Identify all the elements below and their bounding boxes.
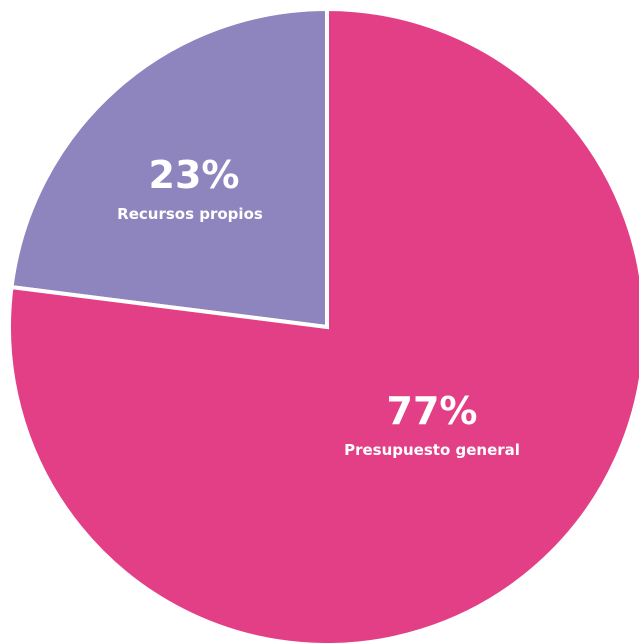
slice-name-label-recursos-propios: Recursos propios: [117, 205, 263, 223]
slice-value-label-recursos-propios: 23%: [149, 153, 240, 197]
slice-value-label-presupuesto-general: 77%: [387, 389, 478, 433]
pie-slice-presupuesto-general: [7, 6, 639, 643]
pie-slice-recursos-propios: [9, 6, 329, 330]
slice-name-label-presupuesto-general: Presupuesto general: [344, 441, 520, 459]
pie-slices: [7, 6, 639, 643]
